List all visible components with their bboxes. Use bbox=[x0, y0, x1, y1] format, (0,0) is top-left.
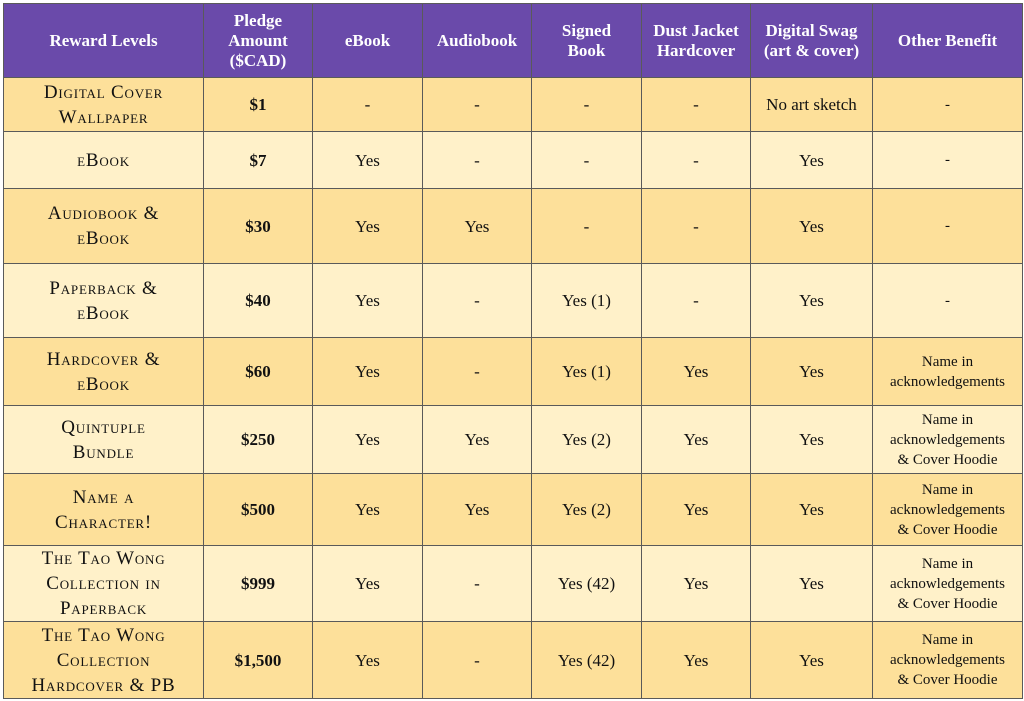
reward-level-cell: Name a Character! bbox=[3, 473, 204, 546]
other-benefit-cell: Name in acknowledgements bbox=[872, 337, 1023, 406]
ebook-cell: Yes bbox=[312, 545, 423, 622]
hardcover-cell: Yes bbox=[641, 337, 751, 406]
header-other-benefit: Other Benefit bbox=[872, 3, 1023, 78]
table-row: The Tao Wong Collection Hardcover & PB $1,… bbox=[3, 621, 1023, 699]
digital-swag-cell: Yes bbox=[750, 473, 873, 546]
signed-book-cell: Yes (1) bbox=[531, 263, 642, 338]
reward-table-container: Reward Levels Pledge Amount ($CAD) eBook A… bbox=[3, 3, 1023, 699]
ebook-cell: Yes bbox=[312, 621, 423, 699]
header-reward-levels: Reward Levels bbox=[3, 3, 204, 78]
ebook-cell: Yes bbox=[312, 131, 423, 189]
table-row: Name a Character! $500 Yes Yes Yes (2) Ye… bbox=[3, 473, 1023, 546]
other-benefit-cell: Name in acknowledgements & Cover Hoodie bbox=[872, 473, 1023, 546]
pledge-amount-cell: $999 bbox=[203, 545, 313, 622]
audiobook-cell: - bbox=[422, 263, 532, 338]
ebook-cell: - bbox=[312, 77, 423, 132]
table-row: Quintuple Bundle $250 Yes Yes Yes (2) Yes… bbox=[3, 405, 1023, 474]
pledge-amount-cell: $500 bbox=[203, 473, 313, 546]
reward-level-cell: Hardcover & eBook bbox=[3, 337, 204, 406]
table-row: The Tao Wong Collection in Paperback $999 … bbox=[3, 545, 1023, 622]
signed-book-cell: - bbox=[531, 131, 642, 189]
signed-book-cell: Yes (2) bbox=[531, 473, 642, 546]
pledge-amount-cell: $7 bbox=[203, 131, 313, 189]
audiobook-cell: - bbox=[422, 77, 532, 132]
ebook-cell: Yes bbox=[312, 473, 423, 546]
signed-book-cell: - bbox=[531, 77, 642, 132]
signed-book-cell: Yes (2) bbox=[531, 405, 642, 474]
ebook-cell: Yes bbox=[312, 337, 423, 406]
reward-level-cell: The Tao Wong Collection Hardcover & PB bbox=[3, 621, 204, 699]
audiobook-cell: Yes bbox=[422, 473, 532, 546]
reward-levels-table: Reward Levels Pledge Amount ($CAD) eBook A… bbox=[3, 3, 1023, 699]
digital-swag-cell: Yes bbox=[750, 131, 873, 189]
digital-swag-cell: Yes bbox=[750, 263, 873, 338]
pledge-amount-cell: $1 bbox=[203, 77, 313, 132]
audiobook-cell: - bbox=[422, 545, 532, 622]
reward-level-cell: Paperback & eBook bbox=[3, 263, 204, 338]
pledge-amount-cell: $250 bbox=[203, 405, 313, 474]
digital-swag-cell: Yes bbox=[750, 405, 873, 474]
signed-book-cell: Yes (42) bbox=[531, 545, 642, 622]
reward-level-cell: eBook bbox=[3, 131, 204, 189]
reward-level-cell: The Tao Wong Collection in Paperback bbox=[3, 545, 204, 622]
hardcover-cell: - bbox=[641, 263, 751, 338]
reward-level-cell: Digital Cover Wallpaper bbox=[3, 77, 204, 132]
other-benefit-cell: Name in acknowledgements & Cover Hoodie bbox=[872, 621, 1023, 699]
digital-swag-cell: No art sketch bbox=[750, 77, 873, 132]
reward-level-cell: Quintuple Bundle bbox=[3, 405, 204, 474]
ebook-cell: Yes bbox=[312, 405, 423, 474]
hardcover-cell: Yes bbox=[641, 621, 751, 699]
other-benefit-cell: Name in acknowledgements & Cover Hoodie bbox=[872, 405, 1023, 474]
hardcover-cell: - bbox=[641, 77, 751, 132]
digital-swag-cell: Yes bbox=[750, 337, 873, 406]
audiobook-cell: Yes bbox=[422, 405, 532, 474]
other-benefit-cell: - bbox=[872, 188, 1023, 264]
digital-swag-cell: Yes bbox=[750, 621, 873, 699]
digital-swag-cell: Yes bbox=[750, 545, 873, 622]
audiobook-cell: Yes bbox=[422, 188, 532, 264]
audiobook-cell: - bbox=[422, 131, 532, 189]
header-audiobook: Audiobook bbox=[422, 3, 532, 78]
ebook-cell: Yes bbox=[312, 263, 423, 338]
table-row: Audiobook & eBook $30 Yes Yes - - Yes - bbox=[3, 188, 1023, 264]
header-pledge-amount: Pledge Amount ($CAD) bbox=[203, 3, 313, 78]
pledge-amount-cell: $40 bbox=[203, 263, 313, 338]
table-header-row: Reward Levels Pledge Amount ($CAD) eBook A… bbox=[3, 3, 1023, 78]
reward-level-cell: Audiobook & eBook bbox=[3, 188, 204, 264]
signed-book-cell: - bbox=[531, 188, 642, 264]
ebook-cell: Yes bbox=[312, 188, 423, 264]
other-benefit-cell: - bbox=[872, 77, 1023, 132]
hardcover-cell: Yes bbox=[641, 545, 751, 622]
audiobook-cell: - bbox=[422, 337, 532, 406]
audiobook-cell: - bbox=[422, 621, 532, 699]
table-row: Hardcover & eBook $60 Yes - Yes (1) Yes Y… bbox=[3, 337, 1023, 406]
hardcover-cell: - bbox=[641, 188, 751, 264]
hardcover-cell: - bbox=[641, 131, 751, 189]
header-digital-swag: Digital Swag (art & cover) bbox=[750, 3, 873, 78]
hardcover-cell: Yes bbox=[641, 473, 751, 546]
other-benefit-cell: - bbox=[872, 263, 1023, 338]
signed-book-cell: Yes (1) bbox=[531, 337, 642, 406]
pledge-amount-cell: $1,500 bbox=[203, 621, 313, 699]
signed-book-cell: Yes (42) bbox=[531, 621, 642, 699]
table-row: Digital Cover Wallpaper $1 - - - - No art… bbox=[3, 77, 1023, 132]
header-dust-jacket-hardcover: Dust Jacket Hardcover bbox=[641, 3, 751, 78]
pledge-amount-cell: $60 bbox=[203, 337, 313, 406]
digital-swag-cell: Yes bbox=[750, 188, 873, 264]
header-signed-book: Signed Book bbox=[531, 3, 642, 78]
table-row: Paperback & eBook $40 Yes - Yes (1) - Yes… bbox=[3, 263, 1023, 338]
pledge-amount-cell: $30 bbox=[203, 188, 313, 264]
table-row: eBook $7 Yes - - - Yes - bbox=[3, 131, 1023, 189]
other-benefit-cell: - bbox=[872, 131, 1023, 189]
hardcover-cell: Yes bbox=[641, 405, 751, 474]
other-benefit-cell: Name in acknowledgements & Cover Hoodie bbox=[872, 545, 1023, 622]
header-ebook: eBook bbox=[312, 3, 423, 78]
